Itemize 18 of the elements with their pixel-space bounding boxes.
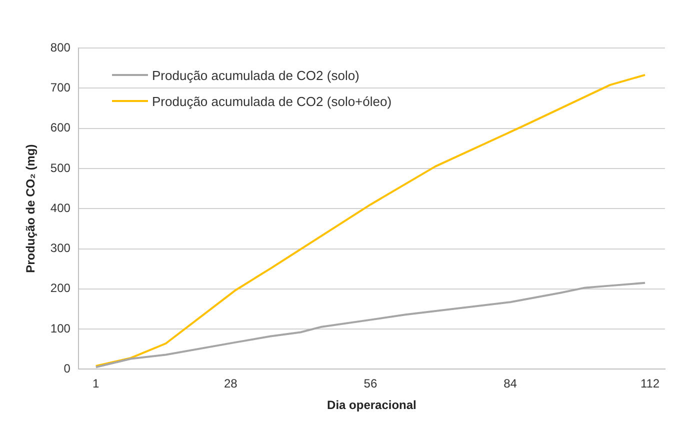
y-tick-label: 100 — [50, 321, 71, 336]
y-tick-label: 700 — [50, 80, 71, 94]
x-tick-label: 1 — [92, 376, 100, 391]
y-tick-label: 400 — [50, 200, 71, 215]
x-tick-label: 112 — [640, 376, 660, 391]
legend-label: Produção acumulada de CO2 (solo+óleo) — [152, 94, 392, 108]
legend-label: Produção acumulada de CO2 (solo) — [152, 68, 360, 82]
x-axis-title: Dia operacional — [327, 398, 416, 412]
y-tick-label: 0 — [64, 362, 71, 376]
y-tick-label: 300 — [50, 241, 71, 256]
y-tick-label: 800 — [50, 40, 71, 54]
x-tick-label: 56 — [364, 376, 378, 391]
y-tick-label: 200 — [50, 281, 71, 296]
y-tick-label: 500 — [50, 160, 71, 175]
x-tick-label: 28 — [224, 376, 238, 391]
x-tick-label: 84 — [504, 376, 518, 391]
y-axis-title: Produção de CO₂ (mg) — [24, 144, 38, 273]
y-tick-label: 600 — [50, 120, 71, 135]
